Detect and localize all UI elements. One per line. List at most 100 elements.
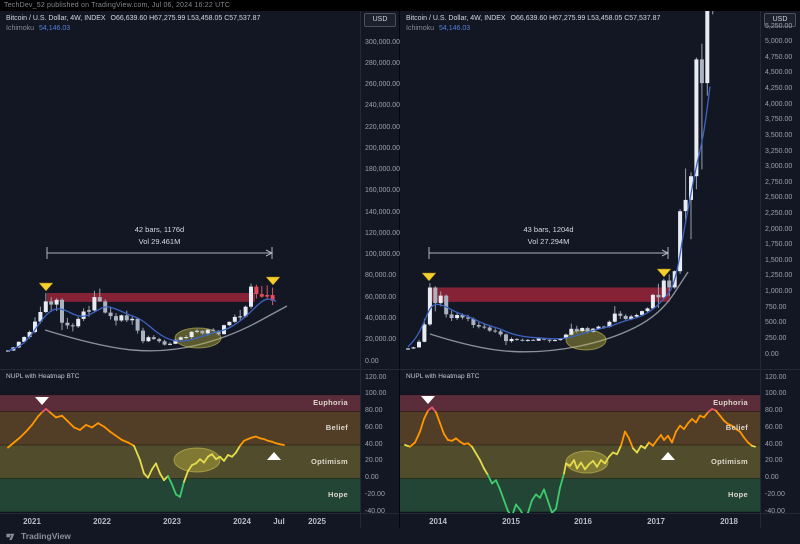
measure-arrowhead xyxy=(265,249,274,257)
candle xyxy=(184,337,189,339)
price-axis[interactable]: USD 5,250.00 5,000.00 4,750.00 4,500.00 4,25… xyxy=(760,11,800,370)
time-tick: 2016 xyxy=(574,517,592,526)
candle xyxy=(487,327,492,331)
chart-workspace: 42 bars, 1176d Vol 29.461M Bitcoin / U.S.… xyxy=(0,11,800,528)
candle xyxy=(444,295,449,315)
candle xyxy=(645,308,650,312)
nupl-tick: 0.00 xyxy=(765,474,779,481)
nupl-tick: 0.00 xyxy=(365,474,379,481)
candle xyxy=(661,280,666,298)
candle xyxy=(108,312,113,317)
axis-corner xyxy=(360,513,400,528)
candle xyxy=(238,316,243,318)
candle xyxy=(455,315,460,319)
brand-name[interactable]: TradingView xyxy=(21,531,71,541)
brand-bar: TradingView xyxy=(0,528,800,544)
time-tick: 2022 xyxy=(93,517,111,526)
time-tick: 2024 xyxy=(233,517,251,526)
nupl-zone-label: Hope xyxy=(328,490,348,500)
candle xyxy=(87,310,91,312)
candle xyxy=(178,337,183,340)
price-tick: 1,750.00 xyxy=(765,241,793,249)
candle xyxy=(634,315,639,317)
price-tick: 750.00 xyxy=(765,303,787,311)
candle xyxy=(558,338,563,341)
price-chart[interactable]: 43 bars, 1204d Vol 27.294M Bitcoin / U.S.… xyxy=(400,11,760,370)
candle xyxy=(460,315,465,318)
price-tick: 2,000.00 xyxy=(765,225,793,233)
measure-label: 43 bars, 1204d xyxy=(523,225,573,234)
nupl-tick: 20.00 xyxy=(765,457,783,465)
candle xyxy=(493,330,498,332)
candle xyxy=(520,339,525,341)
nupl-zone xyxy=(400,394,760,412)
candle xyxy=(509,339,514,342)
nupl-indicator-pane[interactable]: NUPL with Heatmap BTC Euphoria Belief Opti… xyxy=(400,370,760,513)
nupl-axis[interactable]: 120.00 100.00 80.00 60.00 40.00 20.00 0.00 -20.… xyxy=(760,370,800,515)
candle xyxy=(618,313,623,316)
price-axis[interactable]: USD 300,000.00 280,000.00 260,000.00 240,00… xyxy=(360,11,400,370)
nupl-tick: -20.00 xyxy=(365,490,385,498)
attribution-text: TechDev_52 published on TradingView.com,… xyxy=(4,2,231,9)
nupl-zone-label: Belief xyxy=(725,423,748,433)
nupl-tick: 60.00 xyxy=(365,423,383,431)
indicator-value: 54,146.03 xyxy=(38,25,71,32)
price-tick: 5,000.00 xyxy=(765,38,793,46)
price-tick: 180,000.00 xyxy=(365,166,401,174)
indicator-value: 54,146.03 xyxy=(438,25,471,32)
up-marker-triangle xyxy=(267,452,281,460)
measure-label: 42 bars, 1176d xyxy=(135,225,184,234)
ohlc-values: O66,639.60 H67,275.99 L53,458.05 C57,537… xyxy=(510,15,661,22)
nupl-zone-label: Euphoria xyxy=(313,398,348,408)
time-tick: 2014 xyxy=(429,517,447,526)
candle xyxy=(553,340,557,342)
candle xyxy=(70,325,75,327)
nupl-tick: 60.00 xyxy=(765,423,783,431)
candle xyxy=(211,329,216,331)
ichimoku-line xyxy=(407,86,711,348)
time-tick: 2023 xyxy=(163,517,181,526)
price-chart[interactable]: 42 bars, 1176d Vol 29.461M Bitcoin / U.S.… xyxy=(0,11,360,370)
candle xyxy=(189,331,194,338)
nupl-axis[interactable]: 120.00 100.00 80.00 60.00 40.00 20.00 0.00 -20.… xyxy=(360,370,400,515)
price-tick: 100,000.00 xyxy=(365,251,401,259)
candle xyxy=(656,294,661,298)
indicator-title: NUPL with Heatmap BTC xyxy=(6,373,80,380)
currency-button[interactable]: USD xyxy=(364,13,396,27)
nupl-zone xyxy=(400,445,760,479)
price-tick: 4,750.00 xyxy=(765,53,793,61)
nupl-indicator-pane[interactable]: NUPL with Heatmap BTC Euphoria Belief Opti… xyxy=(0,370,360,513)
candle xyxy=(694,59,699,177)
candle xyxy=(254,286,259,294)
candle xyxy=(411,347,416,349)
time-tick: 2021 xyxy=(23,517,41,526)
candle xyxy=(270,295,275,301)
sell-signal-triangle xyxy=(265,276,281,286)
time-axis[interactable]: 2014 2015 2016 2017 2018 xyxy=(400,513,760,528)
nupl-tick: 120.00 xyxy=(765,373,787,381)
price-tick: 1,500.00 xyxy=(765,256,793,264)
candle xyxy=(157,339,162,342)
sell-signal-triangle xyxy=(421,272,437,282)
candle xyxy=(623,315,628,319)
candle xyxy=(667,280,672,288)
candle xyxy=(173,339,178,344)
candle xyxy=(259,294,264,297)
candle xyxy=(417,341,421,348)
measure-volume: Vol 27.294M xyxy=(528,237,570,246)
candle xyxy=(640,311,644,315)
nupl-tick: 100.00 xyxy=(365,390,387,398)
price-tick: 2,250.00 xyxy=(765,209,793,217)
nupl-tick: -40.00 xyxy=(765,507,785,515)
currency-button[interactable]: USD xyxy=(764,13,796,27)
time-axis[interactable]: 2021 2022 2023 2024 Jul 2025 xyxy=(0,513,360,528)
down-marker-triangle xyxy=(421,396,435,404)
candle xyxy=(563,334,568,339)
candle xyxy=(585,328,590,332)
candle xyxy=(466,317,470,319)
candle xyxy=(525,339,530,341)
candle xyxy=(119,315,124,321)
candle xyxy=(54,299,59,305)
candle xyxy=(265,295,270,297)
candle xyxy=(580,328,585,332)
